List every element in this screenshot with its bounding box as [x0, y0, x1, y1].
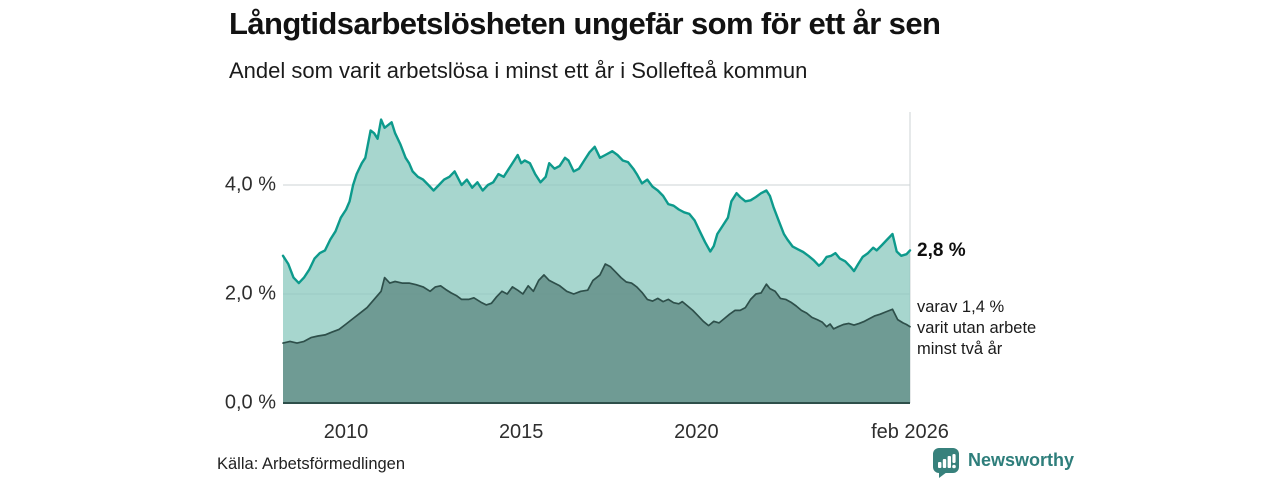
- x-axis-tick-label: 2015: [498, 421, 544, 443]
- area-two-plus: [283, 264, 910, 403]
- chart-title: Långtidsarbetslösheten ungefär som för e…: [229, 6, 941, 41]
- y-axis-tick-label: 4,0 %: [224, 173, 276, 196]
- series-end-label-total: 2,8 %: [917, 240, 966, 261]
- x-axis-tick-label: 2010: [323, 421, 369, 443]
- y-axis-tick-label: 0,0 %: [224, 391, 276, 414]
- newsworthy-logo-icon: [933, 448, 959, 478]
- source-credit: Källa: Arbetsförmedlingen: [217, 455, 406, 473]
- x-axis-tick-label: 2020: [674, 421, 719, 443]
- chart-subtitle: Andel som varit arbetslösa i minst ett å…: [229, 58, 808, 83]
- newsworthy-brand-text: Newsworthy: [968, 450, 1075, 470]
- line-total: [281, 118, 912, 285]
- series-end-label-line: varav 1,4 %: [917, 298, 1005, 316]
- y-axis-tick-label: 2,0 %: [224, 282, 276, 305]
- newsworthy-brand-link[interactable]: Newsworthy: [932, 447, 1074, 478]
- series-end-label-line: varit utan arbete: [917, 319, 1037, 337]
- series-end-label-line: minst två år: [917, 340, 1003, 358]
- series-end-label-two-plus: varav 1,4 % varit utan arbete minst två …: [917, 297, 1036, 360]
- line-two-plus: [282, 263, 911, 344]
- x-axis-tick-label: feb 2026: [871, 421, 949, 443]
